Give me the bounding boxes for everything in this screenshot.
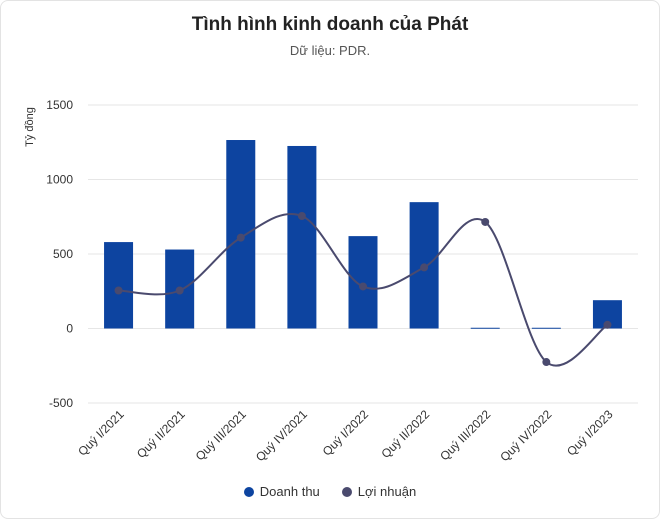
y-tick-label: 500 bbox=[53, 247, 73, 261]
bar-revenue bbox=[470, 327, 500, 329]
bar-revenue bbox=[348, 236, 378, 329]
y-tick-label: 1500 bbox=[46, 98, 73, 112]
profit-point bbox=[420, 263, 429, 272]
legend-revenue-label: Doanh thu bbox=[259, 484, 320, 499]
bar-revenue bbox=[531, 327, 561, 329]
profit-point bbox=[542, 358, 551, 367]
profit-point bbox=[175, 286, 184, 295]
y-axis-label: Tỷ đồng bbox=[24, 107, 36, 147]
legend-profit-label: Lợi nhuận bbox=[357, 484, 417, 499]
x-tick-label: Quý III/2022 bbox=[437, 407, 493, 463]
bars bbox=[104, 140, 622, 329]
x-tick-label: Quý IV/2021 bbox=[253, 407, 310, 464]
profit-point bbox=[114, 286, 123, 295]
chart-subtitle: Dữ liệu: PDR. bbox=[289, 43, 371, 58]
y-tick-labels: 1500 1000 500 0 -500 bbox=[46, 98, 73, 410]
x-tick-label: Quý I/2022 bbox=[320, 407, 372, 459]
legend-revenue-dot bbox=[243, 486, 254, 497]
bar-revenue bbox=[287, 145, 317, 329]
x-tick-label: Quý I/2023 bbox=[564, 407, 616, 459]
legend-item-profit[interactable]: Lợi nhuận bbox=[341, 484, 417, 499]
y-tick-label: 1000 bbox=[46, 173, 73, 187]
profit-point bbox=[359, 282, 367, 291]
x-tick-labels: Quý I/2021 Quý II/2021 Quý III/2021 Quý IV/… bbox=[75, 407, 616, 464]
x-tick-label: Quý III/2021 bbox=[193, 407, 249, 463]
profit-point bbox=[297, 212, 306, 221]
legend-profit-dot bbox=[341, 486, 352, 497]
x-tick-label: Quý II/2021 bbox=[134, 407, 188, 461]
profit-point bbox=[481, 217, 490, 226]
x-tick-label: Quý I/2021 bbox=[75, 407, 127, 459]
x-tick-label: Quý II/2022 bbox=[378, 407, 432, 461]
y-tick-label: -500 bbox=[49, 396, 73, 410]
profit-point bbox=[236, 233, 245, 242]
chart-title: Tình hình kinh doanh của Phát bbox=[191, 14, 469, 35]
profit-point bbox=[603, 320, 612, 329]
profit-line-path bbox=[118, 213, 609, 367]
y-tick-label: 0 bbox=[66, 322, 73, 336]
bar-revenue bbox=[104, 242, 134, 329]
legend-item-revenue[interactable]: Doanh thu bbox=[243, 484, 320, 499]
x-tick-label: Quý IV/2022 bbox=[497, 407, 554, 464]
profit-line bbox=[114, 212, 612, 367]
legend: Doanh thu Lợi nhuận bbox=[0, 484, 660, 499]
